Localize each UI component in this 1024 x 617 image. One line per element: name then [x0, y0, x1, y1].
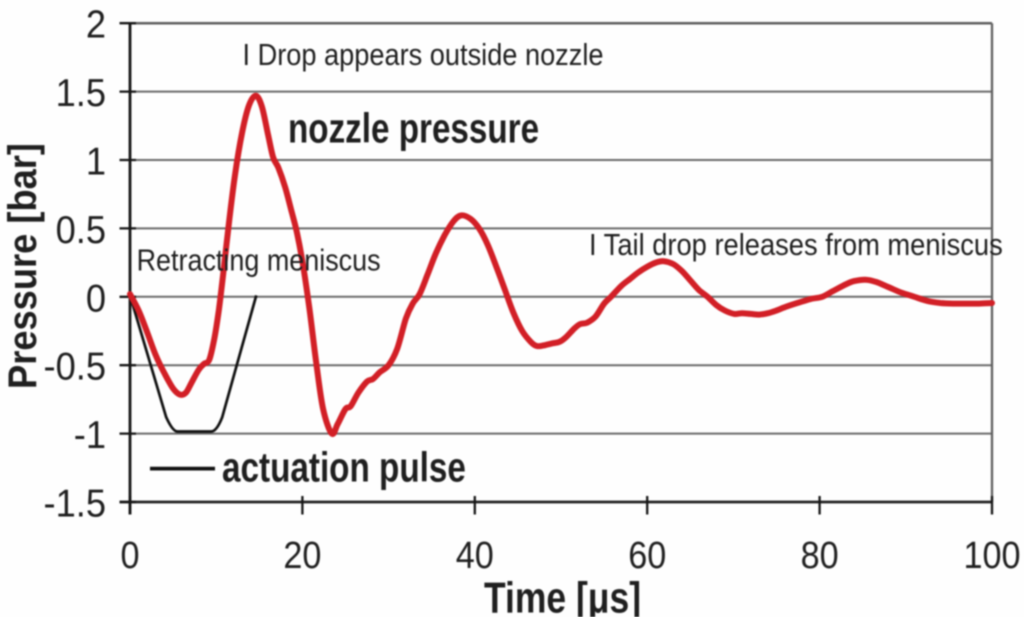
svg-text:-1.5: -1.5 [44, 481, 106, 524]
svg-text:Time [μs]: Time [μs] [484, 574, 641, 617]
svg-text:0: 0 [120, 533, 139, 576]
svg-text:60: 60 [628, 533, 666, 576]
svg-text:80: 80 [801, 533, 839, 576]
svg-text:-0.5: -0.5 [44, 344, 106, 387]
svg-text:I Tail drop releases from meni: I Tail drop releases from meniscus [589, 228, 1003, 262]
svg-text:20: 20 [283, 533, 321, 576]
svg-text:I Drop appears outside nozzle: I Drop appears outside nozzle [243, 38, 604, 72]
svg-text:-1: -1 [74, 413, 106, 456]
svg-text:0.5: 0.5 [56, 208, 106, 251]
svg-text:actuation pulse: actuation pulse [222, 445, 466, 492]
svg-text:0: 0 [86, 276, 106, 319]
svg-text:Pressure [bar]: Pressure [bar] [0, 143, 45, 389]
svg-text:1.5: 1.5 [56, 71, 106, 114]
svg-text:Retracting meniscus: Retracting meniscus [137, 244, 381, 278]
svg-text:1: 1 [86, 139, 106, 182]
svg-text:100: 100 [963, 533, 1020, 576]
svg-text:40: 40 [456, 533, 494, 576]
svg-text:2: 2 [86, 2, 106, 45]
svg-text:nozzle pressure: nozzle pressure [288, 106, 539, 153]
